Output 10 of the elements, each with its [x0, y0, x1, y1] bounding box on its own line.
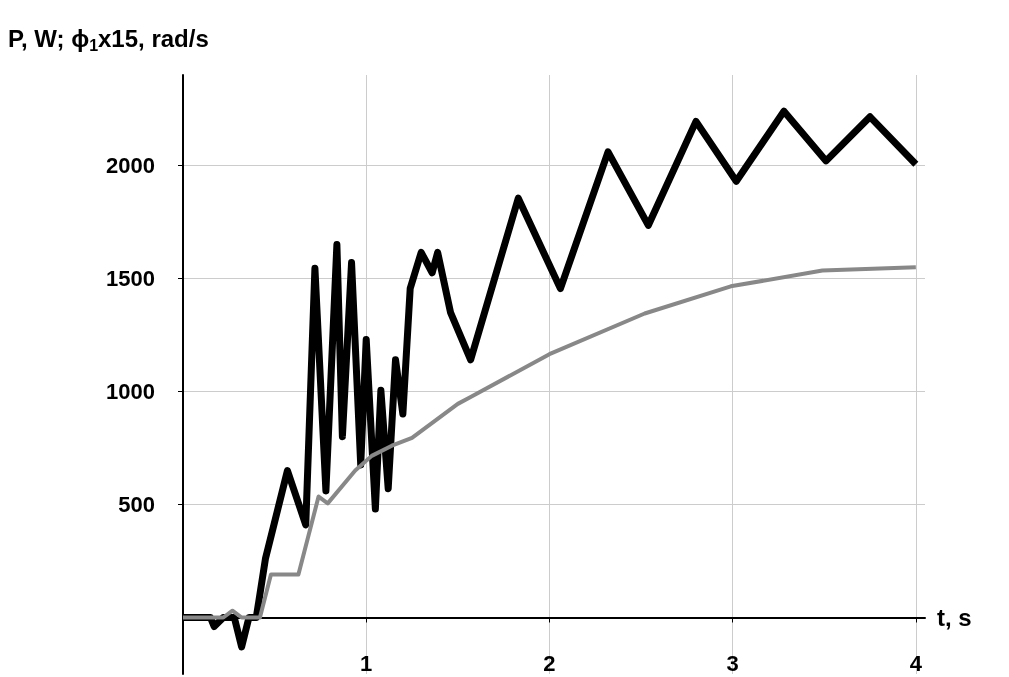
line-series	[181, 265, 918, 620]
y-tick-label: 500	[118, 491, 155, 517]
x-axis-title: t, s	[937, 603, 972, 631]
x-tick-label: 4	[909, 650, 923, 676]
x-tick-label: 3	[726, 650, 739, 676]
x-tick-label: 1	[360, 650, 373, 676]
x-tick-label: 2	[543, 650, 556, 676]
y-tick-label: 1500	[106, 265, 155, 291]
y-tick-label: 1000	[106, 378, 155, 404]
y-tick-label: 2000	[106, 152, 155, 178]
